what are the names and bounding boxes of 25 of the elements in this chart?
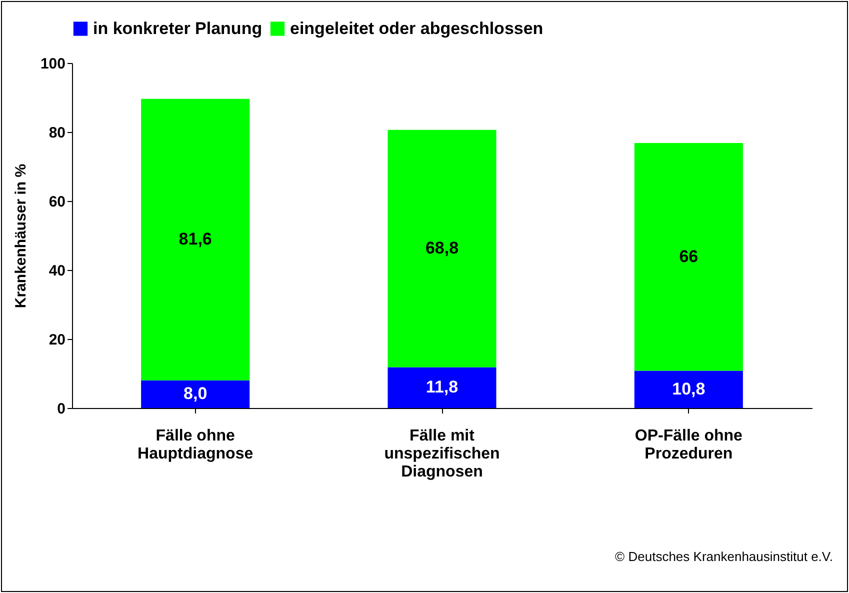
bar xyxy=(634,143,743,371)
y-tick-label: 80 xyxy=(48,124,66,142)
y-tick-label: 0 xyxy=(57,400,66,418)
x-tick-label: OP-Fälle ohne Prozeduren xyxy=(634,428,743,462)
data-label: 81,6 xyxy=(178,230,212,249)
x-tick-label: Fälle ohne Hauptdiagnose xyxy=(138,428,254,462)
bar xyxy=(388,130,496,368)
data-label: 66 xyxy=(679,246,698,266)
x-tick-label: Fälle mit unspezifischen Diagnosen xyxy=(384,428,500,480)
text: © Deutsches Krankenhausinstitut e.V. xyxy=(615,549,833,564)
data-label: 11,8 xyxy=(426,378,458,397)
y-tick-label: 60 xyxy=(48,194,66,210)
data-label: 68,8 xyxy=(425,238,459,258)
y-tick-label: 100 xyxy=(40,56,66,72)
bar xyxy=(634,370,743,408)
y-axis-title: Krankenhäuser in % xyxy=(12,164,30,308)
bar xyxy=(141,98,250,380)
y-tick-label: 40 xyxy=(48,262,66,280)
bar xyxy=(141,380,250,408)
y-tick-label: 20 xyxy=(48,332,66,348)
data-label: 10,8 xyxy=(672,379,706,398)
data-label: 8,0 xyxy=(184,384,208,404)
bar xyxy=(388,367,496,408)
legend-label: eingeleitet oder abgeschlossen xyxy=(290,18,544,38)
legend-label: in konkreter Planung xyxy=(93,18,262,38)
